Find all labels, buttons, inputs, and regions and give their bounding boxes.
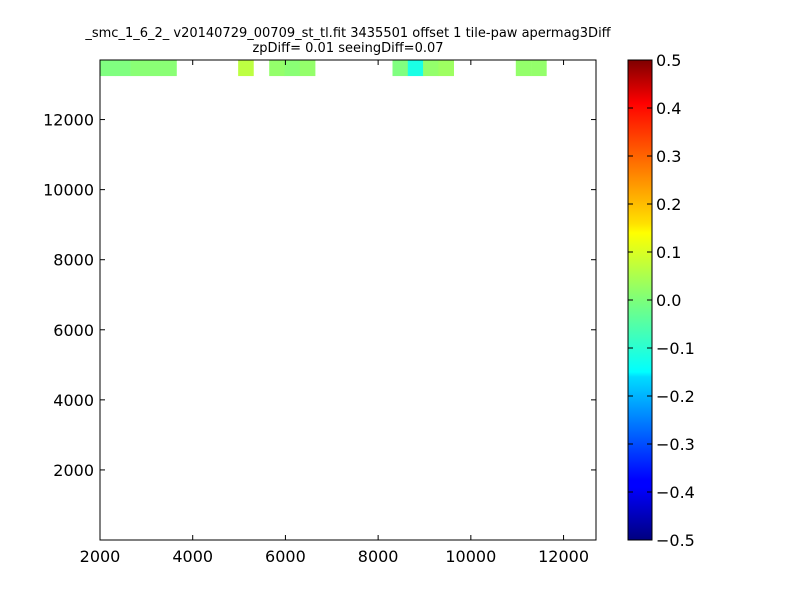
- x-tick-label: 4000: [172, 547, 213, 566]
- heatmap-cell: [238, 60, 254, 77]
- heatmap-cell: [100, 60, 116, 77]
- colorbar-tick-label: −0.5: [656, 531, 695, 550]
- heatmap-cells: [100, 60, 547, 77]
- heatmap-cell: [130, 60, 147, 77]
- x-tick-label: 6000: [265, 547, 306, 566]
- colorbar-tick-label: 0.0: [656, 291, 681, 310]
- y-tick-label: 6000: [53, 321, 94, 340]
- y-tick-label: 2000: [53, 461, 94, 480]
- heatmap-cell: [392, 60, 409, 77]
- colorbar-tick-label: 0.3: [656, 147, 681, 166]
- chart-title-line-2: zpDiff= 0.01 seeingDiff=0.07: [252, 41, 443, 56]
- colorbar-tick-label: −0.4: [656, 483, 695, 502]
- heatmap-cell: [531, 60, 547, 77]
- colorbar-tick-label: 0.2: [656, 195, 681, 214]
- heatmap-cell: [423, 60, 439, 77]
- y-tick-label: 8000: [53, 251, 94, 270]
- heatmap-cell: [284, 60, 301, 77]
- heatmap-cell: [515, 60, 532, 77]
- y-tick-label: 10000: [43, 181, 94, 200]
- heatmap-cell: [115, 60, 131, 77]
- heatmap-cell: [269, 60, 285, 77]
- y-tick-label: 4000: [53, 391, 94, 410]
- x-tick-label: 2000: [80, 547, 121, 566]
- chart-title-line-1: _smc_1_6_2_ v20140729_00709_st_tl.fit 34…: [84, 26, 611, 41]
- x-tick-label: 10000: [445, 547, 496, 566]
- heatmap-cell: [407, 60, 424, 77]
- colorbar-tick-label: −0.1: [656, 339, 695, 358]
- y-tick-label: 12000: [43, 111, 94, 130]
- colorbar-ticks: 0.5 0.4 0.3 0.2 0.1 0.0 −0.1 −0.2 −0.3 −0.4 −0.5: [628, 51, 695, 550]
- colorbar-tick-label: −0.2: [656, 387, 695, 406]
- y-axis-ticks: 2000 4000 6000 8000 10000 12000: [43, 111, 596, 480]
- plot-frame: [99, 59, 597, 541]
- heatmap-cell: [438, 60, 454, 77]
- colorbar-tick-label: −0.3: [656, 435, 695, 454]
- colorbar-tick-label: 0.4: [656, 99, 681, 118]
- colorbar-tick-label: 0.1: [656, 243, 681, 262]
- colorbar-tick-label: 0.5: [656, 51, 681, 70]
- x-axis-ticks: 2000 4000 6000 8000 10000 12000: [80, 60, 589, 566]
- plot-area: [100, 60, 596, 540]
- heatmap-cell: [161, 60, 177, 77]
- x-tick-label: 12000: [538, 547, 589, 566]
- heatmap-cell: [145, 60, 162, 77]
- heatmap-cell: [299, 60, 316, 77]
- x-tick-label: 8000: [358, 547, 399, 566]
